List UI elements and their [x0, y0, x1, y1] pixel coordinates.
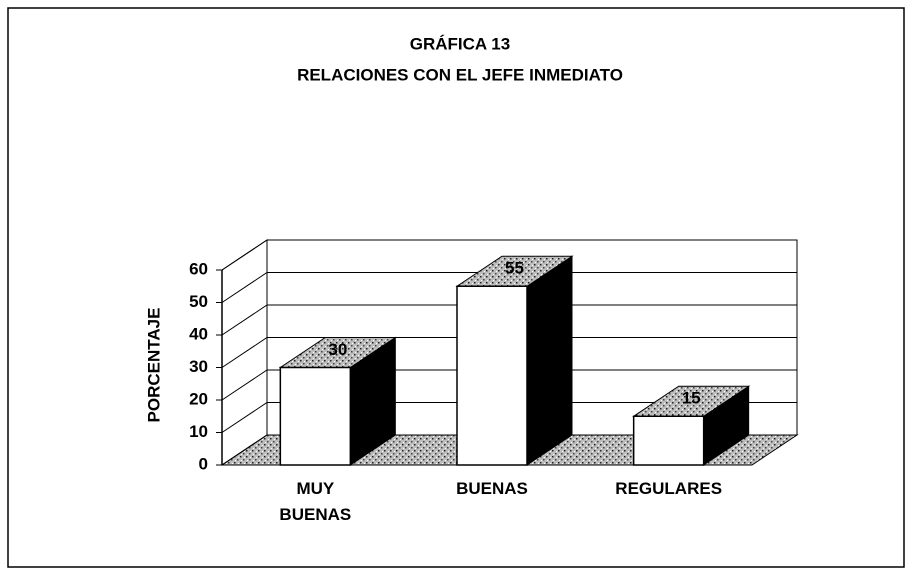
y-tick-label: 20 — [189, 389, 208, 408]
y-tick-label: 60 — [189, 259, 208, 278]
value-label: 15 — [682, 389, 701, 408]
y-axis-label: PORCENTAJE — [144, 308, 163, 423]
value-label: 30 — [328, 340, 347, 359]
chart-subtitle: RELACIONES CON EL JEFE INMEDIATO — [297, 65, 623, 84]
grid-line — [221, 402, 797, 433]
bar — [632, 385, 751, 466]
y-tick-label: 50 — [189, 292, 208, 311]
x-tick-label: BUENAS — [456, 479, 528, 498]
y-tick-label: 40 — [189, 324, 208, 343]
bar-front — [632, 415, 705, 466]
y-tick-label: 30 — [189, 357, 208, 376]
grid-line — [221, 434, 797, 466]
bar-front — [279, 366, 352, 466]
grid-line — [221, 337, 797, 368]
grid-line — [221, 369, 797, 401]
bar — [278, 336, 397, 466]
y-tick-label: 10 — [189, 422, 208, 441]
grid-line — [221, 239, 797, 271]
bar — [455, 255, 574, 466]
chart-title: GRÁFICA 13 — [410, 34, 510, 53]
y-tick-label: 0 — [199, 454, 208, 473]
bar-side — [526, 255, 573, 466]
grid-line — [221, 304, 797, 336]
bar-front — [456, 285, 528, 466]
grid-line — [221, 272, 797, 303]
x-tick-label: MUY BUENAS — [279, 479, 351, 524]
value-label: 55 — [505, 259, 524, 278]
x-tick-label: REGULARES — [615, 479, 722, 498]
